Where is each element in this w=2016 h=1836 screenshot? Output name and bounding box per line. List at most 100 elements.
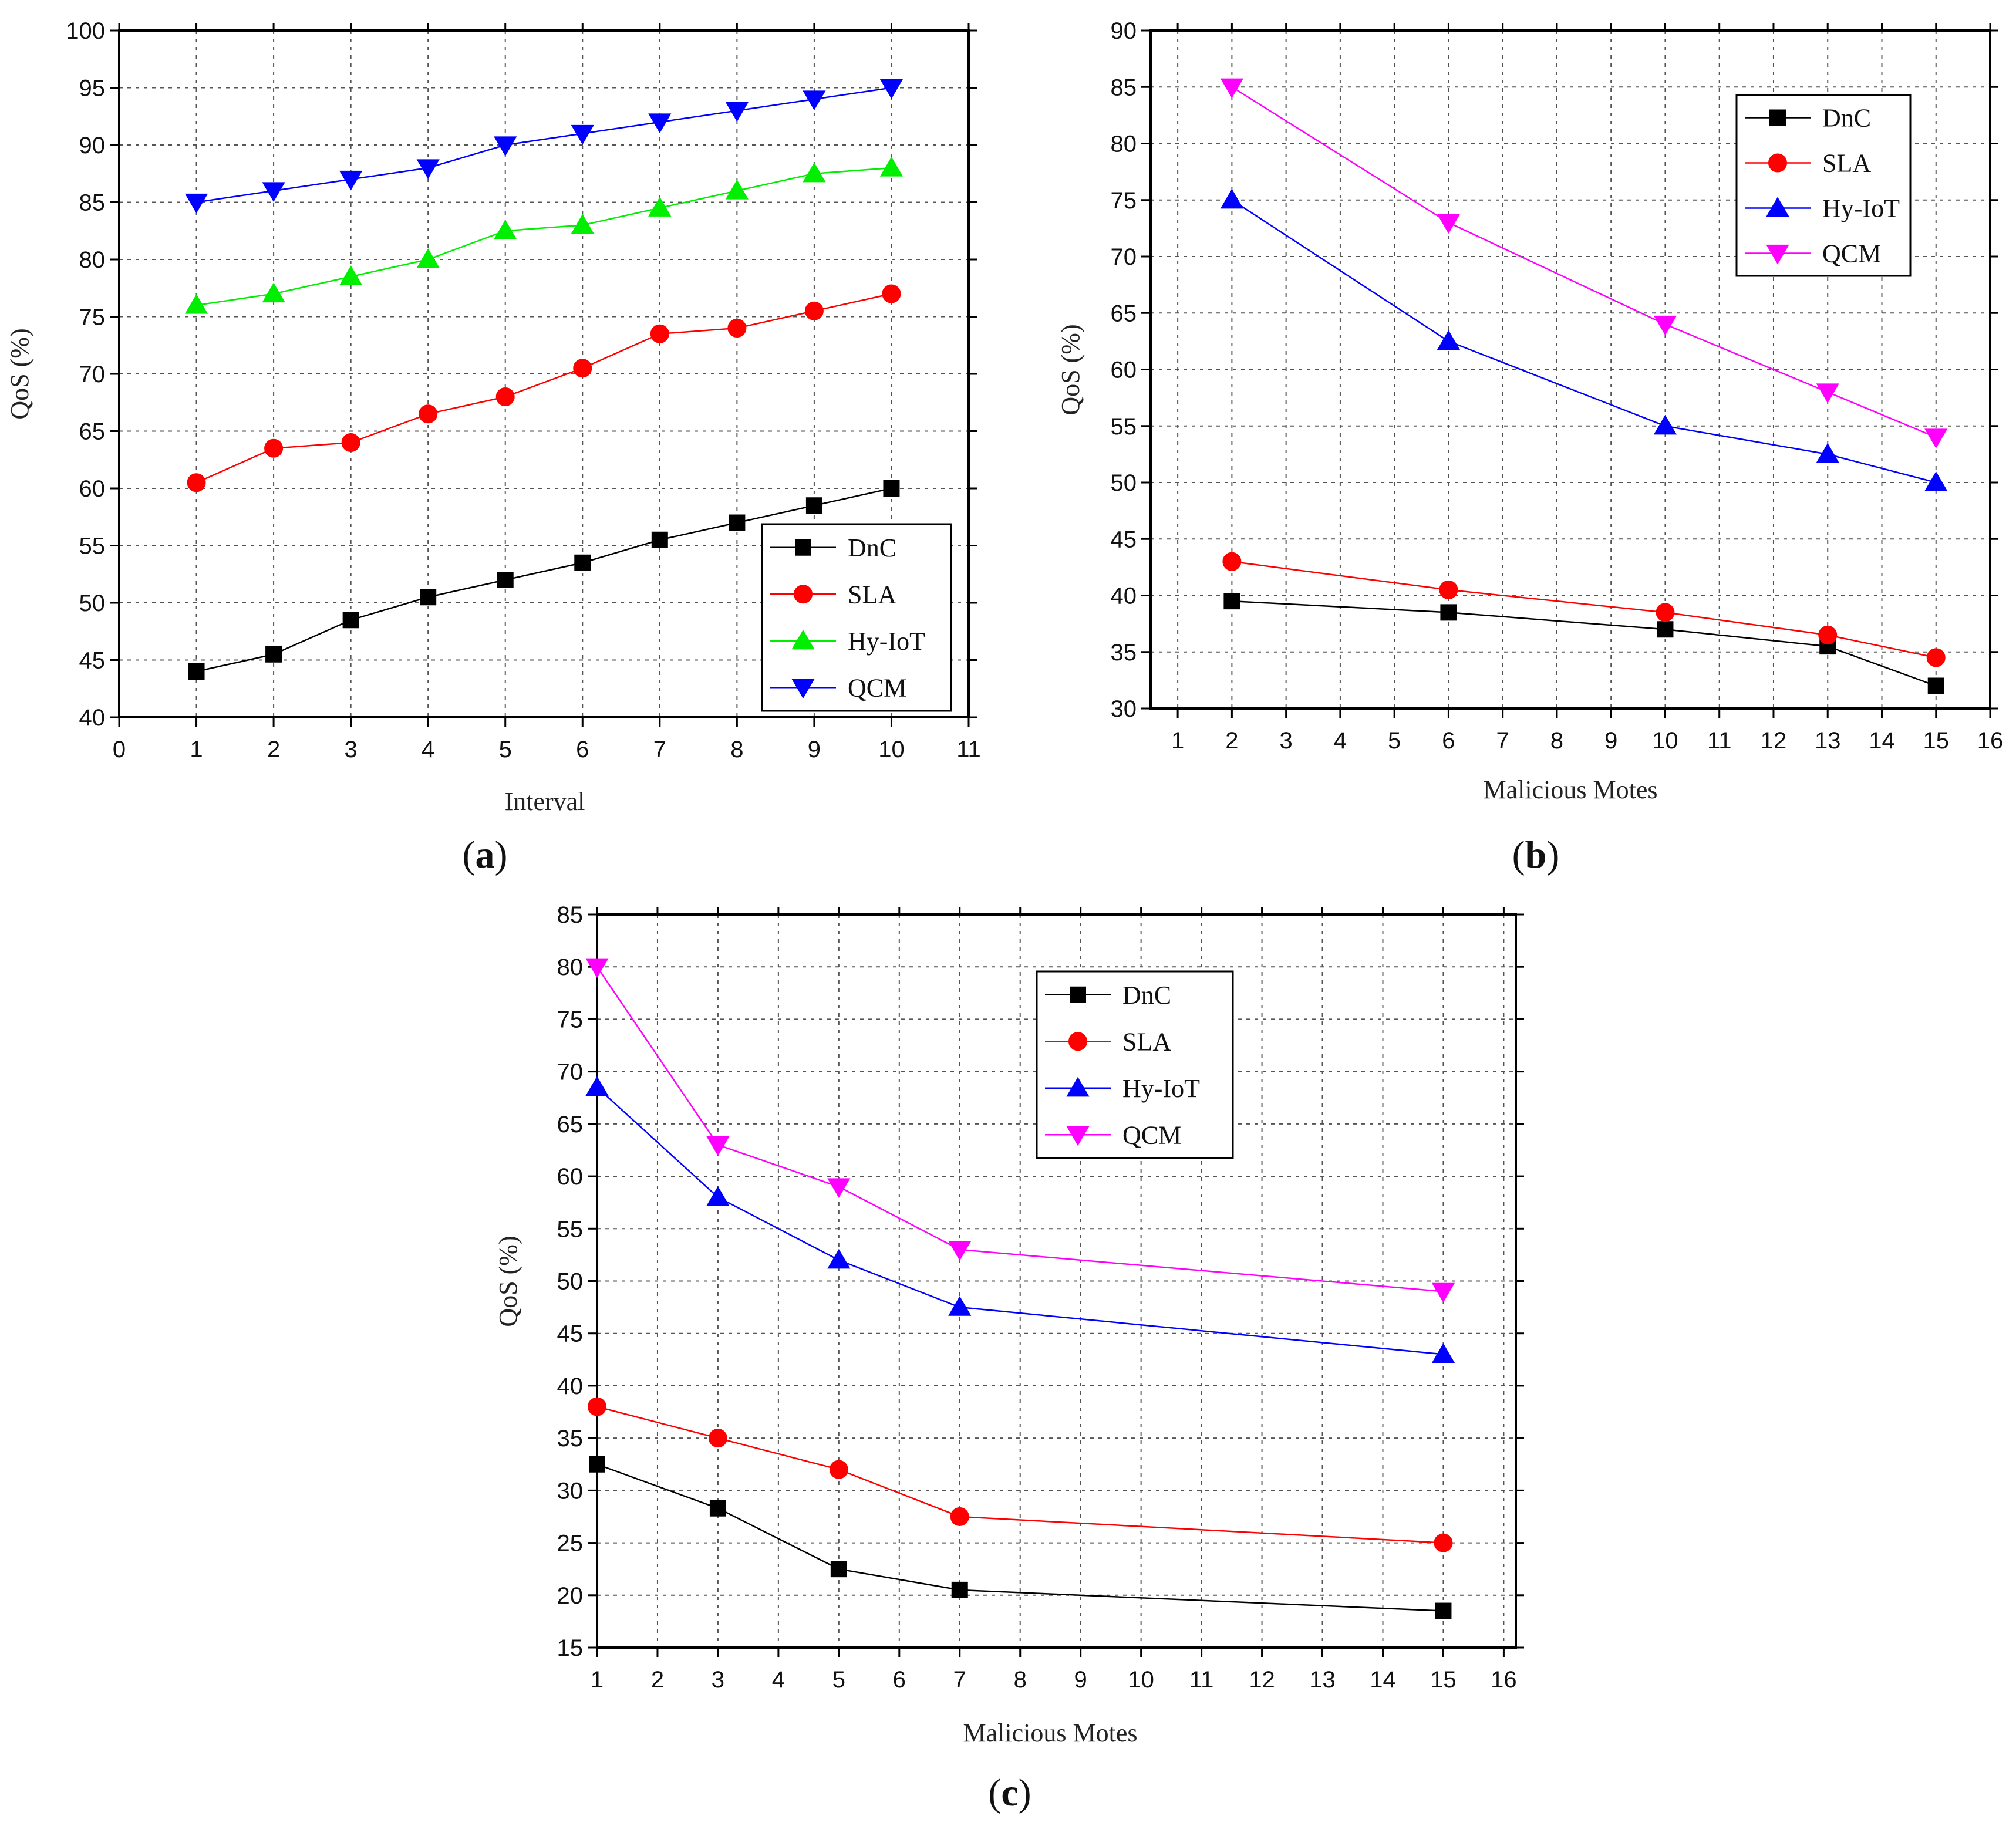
data-point — [709, 1500, 726, 1517]
data-point — [651, 531, 668, 548]
data-point — [589, 1456, 605, 1473]
y-tick-label: 50 — [557, 1269, 584, 1295]
series-qcm — [1220, 78, 1948, 448]
legend-marker — [1070, 986, 1086, 1003]
data-point — [882, 284, 901, 303]
legend-label-hy-iot: Hy-IoT — [1122, 1074, 1200, 1103]
x-tick-label: 10 — [878, 737, 905, 762]
x-tick-label: 13 — [1309, 1667, 1336, 1693]
data-point — [494, 220, 517, 239]
data-point — [830, 1561, 847, 1578]
x-tick-label: 4 — [772, 1667, 785, 1693]
legend: DnC SLA Hy-IoT QCM — [1036, 970, 1234, 1159]
data-point — [1924, 471, 1948, 491]
caption-close-paren: ) — [1546, 833, 1559, 876]
legend-label-qcm: QCM — [1122, 1120, 1181, 1149]
series-sla — [1222, 552, 1946, 667]
legend-marker — [795, 539, 811, 556]
caption-letter: a — [476, 833, 495, 876]
data-point — [262, 182, 285, 202]
caption-close-paren: ) — [495, 833, 508, 876]
legend-marker — [791, 629, 815, 650]
y-tick-label: 30 — [1111, 696, 1137, 722]
x-tick-label: 7 — [953, 1667, 966, 1693]
x-tick-label: 11 — [956, 737, 981, 762]
x-tick-label: 6 — [1442, 728, 1455, 754]
y-tick-label: 40 — [1111, 583, 1137, 609]
y-tick-label: 45 — [79, 648, 106, 674]
series-sla — [588, 1397, 1453, 1553]
x-tick-label: 1 — [190, 737, 203, 762]
y-tick-label: 20 — [557, 1583, 584, 1609]
data-point — [1653, 414, 1677, 435]
caption-letter: b — [1525, 833, 1547, 876]
data-point — [342, 612, 359, 629]
legend-label-dnc: DnC — [1122, 981, 1171, 1010]
x-tick-label: 12 — [1761, 728, 1787, 754]
x-tick-label: 6 — [576, 737, 589, 762]
y-axis-title: QoS (%) — [494, 1236, 522, 1327]
series-qcm — [585, 958, 1455, 1303]
y-axis-title: QoS (%) — [1056, 324, 1085, 415]
y-tick-label: 60 — [79, 476, 106, 502]
x-tick-label: 2 — [267, 737, 280, 762]
panel-caption: (a) — [463, 833, 508, 876]
x-tick-label: 15 — [1430, 1667, 1457, 1693]
data-point — [265, 646, 282, 663]
data-point — [948, 1296, 972, 1316]
y-tick-label: 65 — [557, 1112, 584, 1138]
x-tick-label: 1 — [591, 1667, 604, 1693]
data-point — [951, 1581, 968, 1598]
data-point — [341, 433, 360, 452]
y-tick-label: 60 — [1111, 357, 1137, 383]
data-point — [188, 663, 205, 680]
x-tick-label: 5 — [499, 737, 512, 762]
x-tick-label: 7 — [1496, 728, 1509, 754]
data-point — [883, 480, 900, 497]
x-tick-label: 4 — [1334, 728, 1347, 754]
x-tick-label: 5 — [1388, 728, 1401, 754]
data-point — [803, 162, 826, 183]
x-tick-label: 3 — [1280, 728, 1293, 754]
series-line — [196, 487, 892, 673]
x-tick-label: 1 — [1171, 728, 1184, 754]
y-tick-label: 95 — [79, 76, 106, 102]
data-point — [706, 1136, 730, 1156]
x-tick-label: 16 — [1977, 728, 2004, 754]
legend-marker — [1768, 153, 1787, 173]
legend-label-qcm: QCM — [848, 673, 906, 702]
x-axis-title: Malicious Motes — [963, 1719, 1138, 1747]
series-dnc — [1223, 593, 1944, 694]
data-point — [879, 79, 904, 99]
y-tick-label: 85 — [1111, 75, 1137, 100]
caption-open-paren: ( — [1512, 833, 1525, 876]
panel-caption: (b) — [1512, 833, 1560, 876]
y-tick-label: 70 — [1111, 244, 1137, 270]
data-point — [805, 497, 822, 514]
data-point — [729, 514, 746, 531]
data-point — [1818, 625, 1838, 644]
data-point — [187, 473, 206, 492]
data-point — [803, 90, 826, 110]
legend-marker — [1769, 109, 1786, 126]
x-tick-label: 8 — [1550, 728, 1563, 754]
caption-open-paren: ( — [463, 833, 476, 876]
data-point — [573, 359, 592, 378]
x-tick-label: 13 — [1815, 728, 1841, 754]
data-point — [829, 1460, 848, 1479]
data-point — [1223, 593, 1240, 610]
y-tick-label: 65 — [1111, 301, 1137, 326]
legend-label-sla: SLA — [1122, 1027, 1171, 1056]
series-line — [196, 293, 892, 484]
data-point — [1437, 214, 1461, 234]
y-tick-label: 40 — [557, 1373, 584, 1399]
y-tick-label: 90 — [79, 133, 106, 158]
y-tick-label: 45 — [557, 1321, 584, 1347]
data-point — [948, 1241, 972, 1261]
legend-label-sla: SLA — [1822, 149, 1871, 178]
x-tick-label: 14 — [1370, 1667, 1396, 1693]
y-tick-label: 25 — [557, 1531, 584, 1557]
y-tick-label: 80 — [79, 247, 106, 273]
data-point — [1220, 188, 1243, 209]
